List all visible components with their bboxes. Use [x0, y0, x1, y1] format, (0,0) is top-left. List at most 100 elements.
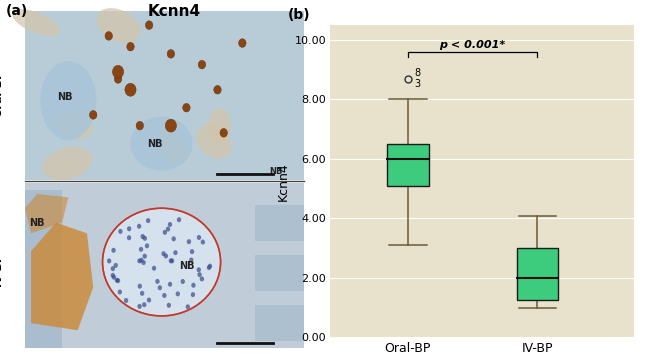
Circle shape	[177, 217, 181, 222]
Circle shape	[168, 258, 173, 263]
Circle shape	[198, 272, 202, 277]
Text: p < 0.001*: p < 0.001*	[439, 41, 506, 50]
Circle shape	[168, 282, 172, 287]
Circle shape	[162, 230, 167, 235]
Ellipse shape	[208, 108, 231, 142]
Ellipse shape	[55, 111, 93, 139]
Circle shape	[137, 224, 141, 229]
Circle shape	[147, 298, 151, 303]
Circle shape	[140, 234, 145, 239]
Circle shape	[167, 50, 175, 58]
Bar	[387, 144, 428, 186]
Text: NB: NB	[29, 218, 45, 228]
Circle shape	[107, 258, 111, 264]
Circle shape	[166, 303, 171, 308]
Circle shape	[114, 75, 122, 83]
Circle shape	[181, 279, 185, 284]
Circle shape	[187, 239, 191, 244]
Ellipse shape	[42, 147, 92, 180]
Circle shape	[172, 236, 176, 241]
Circle shape	[190, 292, 195, 297]
Text: (b): (b)	[287, 8, 310, 22]
Circle shape	[142, 254, 147, 259]
Circle shape	[176, 292, 180, 297]
Circle shape	[142, 236, 147, 241]
Circle shape	[118, 229, 123, 234]
Ellipse shape	[103, 208, 220, 316]
Circle shape	[168, 222, 172, 227]
Circle shape	[207, 265, 211, 270]
Ellipse shape	[159, 138, 188, 163]
Circle shape	[111, 248, 116, 253]
Text: NB: NB	[269, 167, 283, 176]
Ellipse shape	[131, 117, 192, 171]
Bar	[25, 190, 62, 348]
Circle shape	[208, 264, 212, 269]
Circle shape	[137, 304, 142, 309]
Circle shape	[166, 227, 170, 232]
Text: Kcnn4: Kcnn4	[148, 4, 201, 19]
Circle shape	[220, 129, 228, 137]
Ellipse shape	[160, 127, 185, 165]
Circle shape	[165, 119, 177, 132]
Bar	[517, 248, 558, 300]
Circle shape	[190, 249, 194, 254]
Bar	[255, 255, 304, 291]
Circle shape	[115, 278, 119, 283]
Circle shape	[118, 289, 122, 294]
Text: 3: 3	[414, 79, 421, 89]
Circle shape	[136, 121, 144, 130]
Text: IV-BP: IV-BP	[0, 253, 3, 286]
Circle shape	[170, 258, 174, 264]
Circle shape	[127, 235, 131, 240]
Circle shape	[164, 253, 168, 258]
Circle shape	[162, 293, 166, 298]
Circle shape	[191, 283, 196, 288]
Circle shape	[196, 267, 201, 272]
Circle shape	[105, 32, 112, 40]
Y-axis label: Kcnn4: Kcnn4	[278, 162, 291, 201]
Circle shape	[174, 250, 177, 255]
Circle shape	[145, 243, 150, 248]
Circle shape	[158, 285, 162, 290]
Polygon shape	[31, 223, 93, 330]
Circle shape	[138, 284, 142, 289]
Circle shape	[90, 111, 97, 119]
Bar	[255, 305, 304, 341]
Circle shape	[112, 275, 116, 280]
Circle shape	[142, 260, 146, 265]
Circle shape	[198, 60, 205, 69]
Text: Oral-BP: Oral-BP	[0, 70, 3, 117]
Text: 8: 8	[414, 68, 421, 78]
Circle shape	[161, 251, 166, 256]
Circle shape	[127, 226, 131, 231]
Circle shape	[155, 279, 160, 284]
Circle shape	[189, 257, 194, 262]
Bar	[25, 11, 304, 180]
Circle shape	[111, 273, 115, 278]
Text: NB: NB	[148, 139, 163, 149]
Circle shape	[197, 235, 201, 240]
Circle shape	[127, 42, 134, 51]
Ellipse shape	[40, 61, 96, 140]
Circle shape	[124, 298, 128, 303]
Circle shape	[186, 304, 190, 309]
Ellipse shape	[96, 8, 140, 43]
Circle shape	[140, 291, 144, 296]
Circle shape	[125, 83, 136, 96]
Text: NB: NB	[179, 261, 194, 271]
Circle shape	[142, 302, 146, 307]
Ellipse shape	[12, 9, 60, 36]
Ellipse shape	[196, 124, 232, 159]
Text: NB: NB	[57, 92, 73, 102]
Circle shape	[139, 247, 143, 252]
Circle shape	[146, 218, 150, 223]
Circle shape	[111, 266, 115, 271]
Circle shape	[137, 258, 142, 264]
Circle shape	[146, 21, 153, 29]
Circle shape	[152, 266, 156, 271]
Circle shape	[112, 65, 124, 78]
Circle shape	[200, 276, 204, 281]
Bar	[25, 183, 304, 348]
Circle shape	[239, 39, 246, 47]
